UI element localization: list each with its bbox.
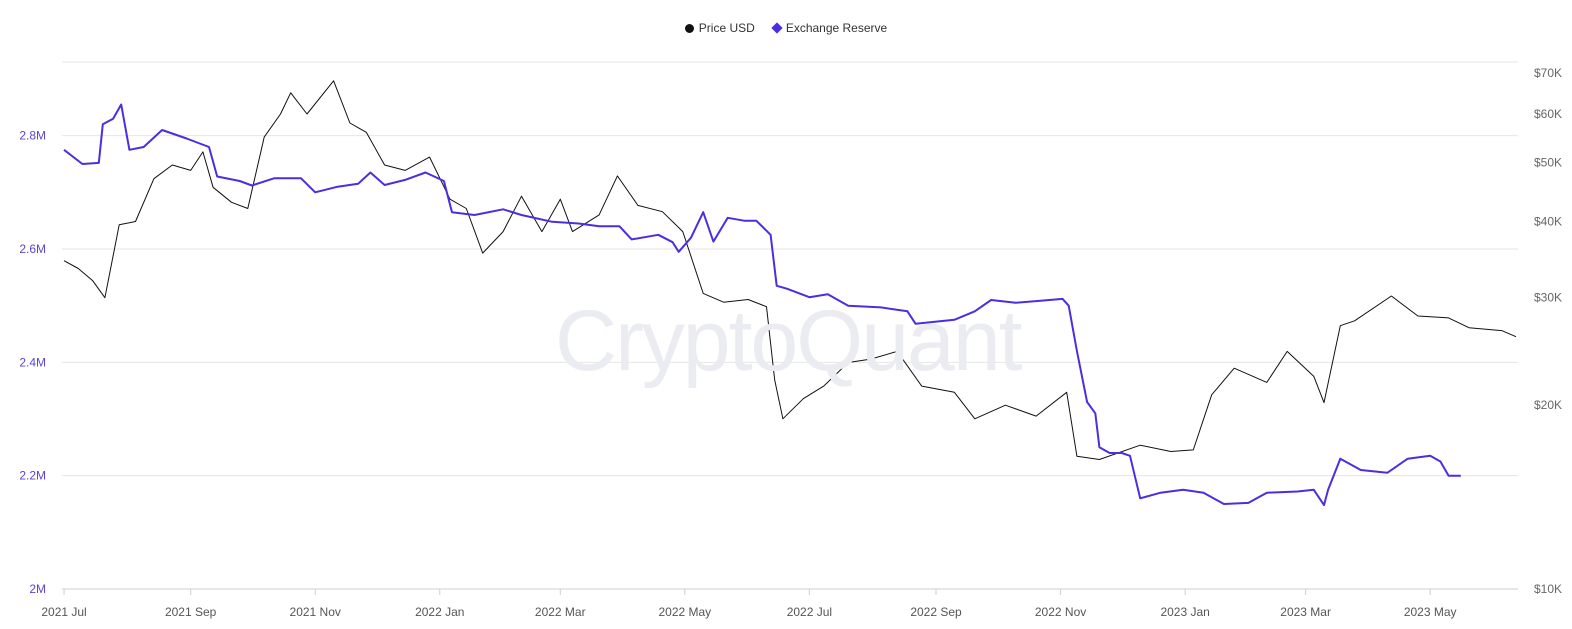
exchange-reserve-line [63, 103, 1461, 507]
x-tick-label: 2021 Sep [165, 605, 217, 619]
right-tick-label: $60K [1534, 107, 1562, 121]
right-tick-label: $10K [1534, 582, 1562, 596]
watermark: CryptoQuant [555, 293, 1023, 389]
x-tick-label: 2022 Nov [1035, 605, 1086, 619]
x-tick-label: 2021 Nov [290, 605, 341, 619]
right-tick-label: $40K [1534, 214, 1562, 228]
x-tick-label: 2023 May [1404, 605, 1457, 619]
left-tick-label: 2.6M [19, 242, 46, 256]
right-axis: $10K $20K $30K $40K $50K $60K $70K [1534, 66, 1562, 596]
right-tick-label: $50K [1534, 155, 1562, 169]
price-line [63, 80, 1517, 460]
series-group [63, 80, 1517, 507]
legend-item-price[interactable]: Price USD [684, 21, 755, 35]
grid-lines [62, 61, 1518, 590]
left-axis: 2M 2.2M 2.4M 2.6M 2.8M [19, 129, 46, 596]
reserve-legend-icon [771, 22, 783, 34]
x-tick-label: 2022 Mar [535, 605, 586, 619]
x-tick-label: 2022 May [658, 605, 711, 619]
x-tick-label: 2021 Jul [41, 605, 86, 619]
x-tick-label: 2023 Mar [1280, 605, 1331, 619]
x-tick-label: 2023 Jan [1160, 605, 1209, 619]
legend-label-price: Price USD [698, 21, 755, 35]
x-tick-label: 2022 Jan [415, 605, 464, 619]
right-tick-label: $30K [1534, 291, 1562, 305]
x-tick-label: 2022 Sep [910, 605, 962, 619]
legend-label-reserve: Exchange Reserve [785, 21, 888, 35]
right-tick-label: $70K [1534, 66, 1562, 80]
x-axis: 2021 Jul 2021 Sep 2021 Nov 2022 Jan 2022 Mar… [41, 589, 1457, 619]
legend-item-reserve[interactable]: Exchange Reserve [771, 21, 888, 35]
left-tick-label: 2.2M [19, 469, 46, 483]
right-tick-label: $20K [1534, 398, 1562, 412]
legend: Price USD Exchange Reserve [0, 21, 1572, 35]
left-tick-label: 2M [29, 582, 46, 596]
price-legend-icon [684, 23, 694, 33]
left-tick-label: 2.4M [19, 355, 46, 369]
x-tick-label: 2022 Jul [787, 605, 832, 619]
left-tick-label: 2.8M [19, 129, 46, 143]
